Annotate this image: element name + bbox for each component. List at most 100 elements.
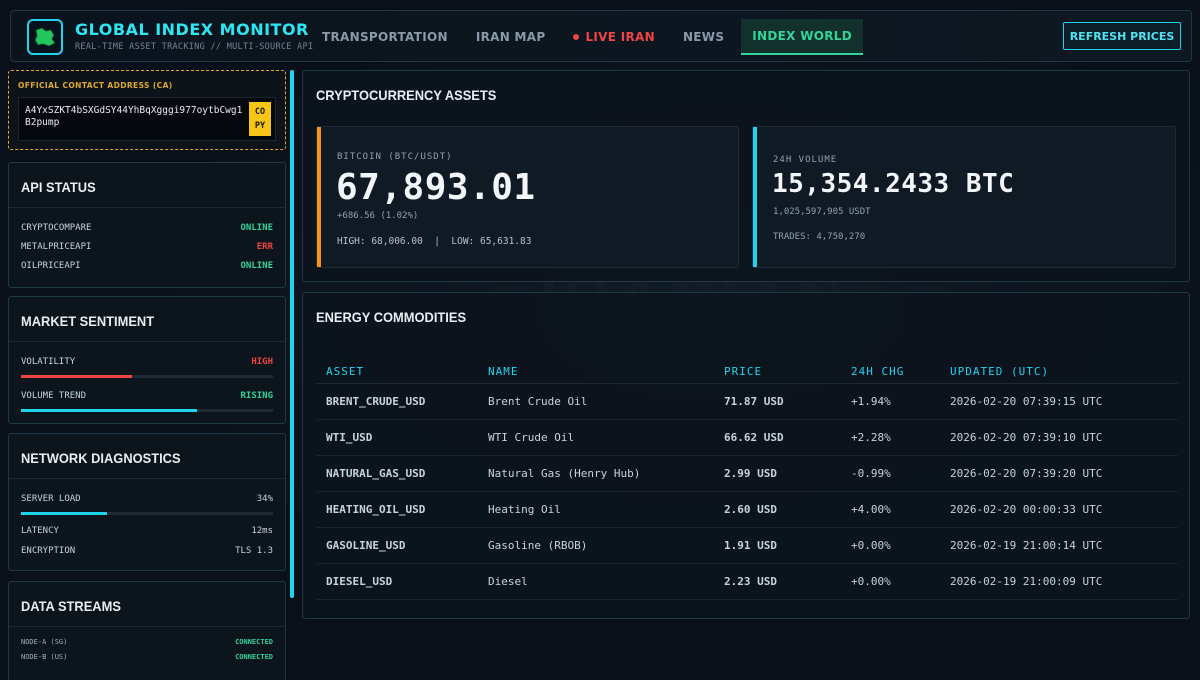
table-row[interactable]: BRENT_CRUDE_USD Brent Crude Oil 71.87 US… [316,383,1178,420]
asset-symbol: WTI_USD [316,419,478,456]
btc-price: 67,893.01 [336,167,536,208]
contract-box: A4YxSZKT4bSXGdSY44YhBqXgggi977oytbCwg1B2… [18,97,276,141]
contract-address[interactable]: A4YxSZKT4bSXGdSY44YhBqXgggi977oytbCwg1B2… [25,105,243,128]
table-row[interactable]: NATURAL_GAS_USD Natural Gas (Henry Hub) … [316,455,1178,492]
asset-change: +2.28% [841,419,940,456]
column-header[interactable]: ASSET [316,361,478,384]
app-subtitle: REAL-TIME ASSET TRACKING // MULTI-SOURCE… [75,42,314,52]
volatility-value: HIGH [251,357,273,367]
panel-title: MARKET SENTIMENT [21,313,155,329]
nav-label: INDEX WORLD [752,29,852,43]
panel-title: API STATUS [21,179,96,195]
refresh-prices-button[interactable]: REFRESH PRICES [1063,22,1181,50]
nav-transportation[interactable]: TRANSPORTATION [311,19,459,55]
api-status-panel: API STATUS CRYPTOCOMPARE ONLINE METALPRI… [8,162,286,288]
encryption-value: TLS 1.3 [235,546,273,556]
network-diagnostics-panel: NETWORK DIAGNOSTICS SERVER LOAD 34% LATE… [8,433,286,571]
nav-iran-map[interactable]: IRAN MAP [465,19,557,55]
asset-price: 71.87 USD [714,383,841,420]
stream-status: CONNECTED [235,638,273,646]
server-load-row: SERVER LOAD 34% [21,492,273,506]
volume-trend-bar-fill [21,409,198,412]
encryption-label: ENCRYPTION [21,546,76,556]
volume-trend-row: VOLUME TREND RISING [21,389,273,403]
main-nav: TRANSPORTATION IRAN MAP LIVE IRAN NEWS I… [311,19,869,55]
api-status: ERR [256,242,273,252]
asset-symbol: DIESEL_USD [316,563,478,600]
volatility-row: VOLATILITY HIGH [21,355,273,369]
volume-trend-value: RISING [240,391,273,401]
nav-label: LIVE IRAN [585,30,655,44]
asset-change: +0.00% [841,527,940,564]
asset-name: Diesel [478,563,714,600]
btc-high-low: HIGH: 68,006.00 | LOW: 65,631.83 [337,236,532,247]
stream-row: NODE-A (SG) CONNECTED [21,638,273,650]
volume-trend-label: VOLUME TREND [21,391,87,401]
column-header[interactable]: 24H CHG [841,361,940,384]
asset-updated: 2026-02-20 07:39:15 UTC [940,383,1178,420]
nav-live-iran[interactable]: LIVE IRAN [562,19,666,55]
section-title: CRYPTOCURRENCY ASSETS [316,87,497,103]
sidebar-scrollbar[interactable] [290,70,294,598]
contract-label: OFFICIAL CONTACT ADDRESS (CA) [18,81,173,90]
volume-trades: TRADES: 4,750,270 [773,232,866,242]
asset-symbol: NATURAL_GAS_USD [316,455,478,492]
column-header[interactable]: UPDATED (UTC) [940,361,1178,384]
panel-title: DATA STREAMS [21,598,121,614]
divider [9,478,285,479]
data-streams-panel: DATA STREAMS NODE-A (SG) CONNECTED NODE-… [8,581,286,680]
crypto-assets-panel: CRYPTOCURRENCY ASSETS BITCOIN (BTC/USDT)… [302,70,1190,282]
nav-label: TRANSPORTATION [322,30,448,44]
app-title: GLOBAL INDEX MONITOR [75,20,309,39]
nav-label: IRAN MAP [475,30,546,44]
encryption-row: ENCRYPTION TLS 1.3 [21,544,273,558]
api-status: ONLINE [240,223,273,233]
table-row[interactable]: DIESEL_USD Diesel 2.23 USD +0.00% 2026-0… [316,563,1178,600]
divider [9,626,285,627]
volatility-bar [21,375,273,378]
asset-name: Heating Oil [478,491,714,528]
server-load-bar-fill [21,512,107,515]
iran-map-icon[interactable] [27,19,63,55]
nav-label: NEWS [682,30,725,44]
stream-row: NODE-B (US) CONNECTED [21,653,273,665]
table-row[interactable]: HEATING_OIL_USD Heating Oil 2.60 USD +4.… [316,491,1178,528]
volume-value: 15,354.2433 BTC [772,169,1015,199]
asset-price: 2.23 USD [714,563,841,600]
nav-news[interactable]: NEWS [672,19,735,55]
table-row[interactable]: WTI_USD WTI Crude Oil 66.62 USD +2.28% 2… [316,419,1178,456]
api-row: CRYPTOCOMPARE ONLINE [21,221,273,235]
table-row[interactable]: GASOLINE_USD Gasoline (RBOB) 1.91 USD +0… [316,527,1178,564]
server-load-label: SERVER LOAD [21,494,81,504]
card-accent [317,127,321,267]
bitcoin-card: BITCOIN (BTC/USDT) 67,893.01 +686.56 (1.… [316,126,739,268]
nav-index-world[interactable]: INDEX WORLD [741,19,863,55]
asset-updated: 2026-02-20 07:39:10 UTC [940,419,1178,456]
api-name: METALPRICEAPI [21,242,92,252]
api-name: CRYPTOCOMPARE [21,223,92,233]
stream-status: CONNECTED [235,653,273,661]
asset-price: 66.62 USD [714,419,841,456]
divider [9,341,285,342]
energy-commodities-panel: ENERGY COMMODITIES ASSET NAME PRICE 24H … [302,292,1190,619]
top-header: GLOBAL INDEX MONITOR REAL-TIME ASSET TRA… [10,10,1192,62]
copy-button[interactable]: COPY [249,102,271,136]
asset-name: Gasoline (RBOB) [478,527,714,564]
asset-updated: 2026-02-19 21:00:09 UTC [940,563,1178,600]
volume-label: 24H VOLUME [773,155,838,165]
server-load-value: 34% [256,494,273,504]
stream-name: NODE-A (SG) [21,638,68,646]
column-header[interactable]: PRICE [714,361,841,384]
api-row: METALPRICEAPI ERR [21,240,273,254]
divider [9,207,285,208]
table-header-row: ASSET NAME PRICE 24H CHG UPDATED (UTC) [316,361,1178,384]
server-load-bar [21,512,273,515]
latency-row: LATENCY 12ms [21,524,273,538]
asset-change: -0.99% [841,455,940,492]
asset-updated: 2026-02-20 00:00:33 UTC [940,491,1178,528]
asset-change: +4.00% [841,491,940,528]
volume-usdt: 1,025,597,905 USDT [773,207,871,217]
asset-change: +0.00% [841,563,940,600]
btc-label: BITCOIN (BTC/USDT) [337,152,453,162]
column-header[interactable]: NAME [478,361,714,384]
